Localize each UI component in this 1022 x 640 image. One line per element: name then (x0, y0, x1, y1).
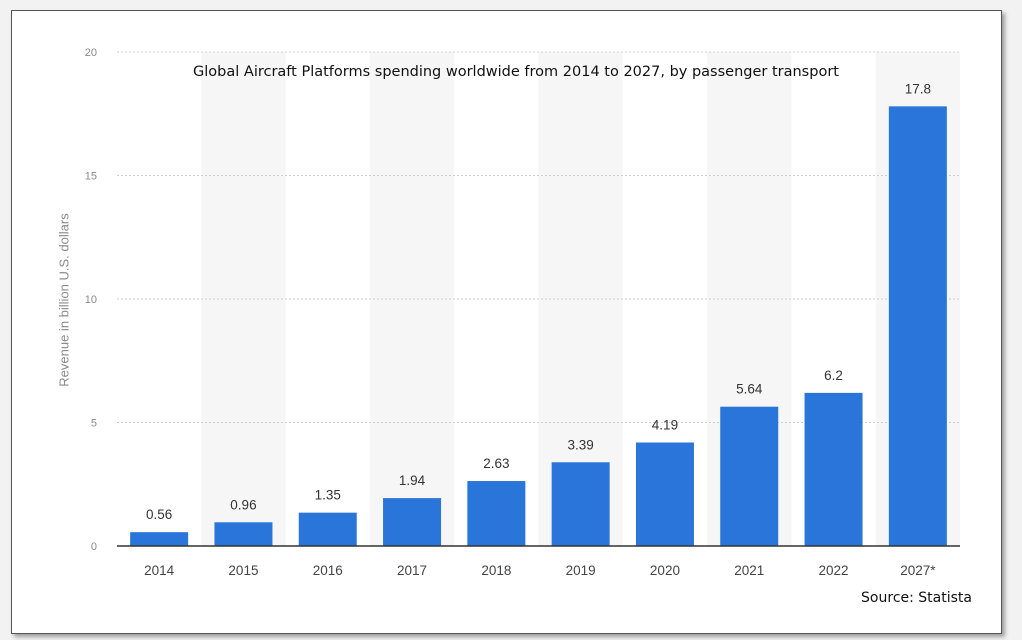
data-label: 6.2 (824, 368, 843, 383)
background-band (201, 52, 286, 546)
x-tick-label: 2014 (144, 563, 175, 578)
source-note: Source: Statista (861, 590, 972, 606)
data-label: 1.35 (315, 488, 341, 503)
data-label: 3.39 (568, 437, 594, 452)
bar (214, 522, 273, 546)
chart-title: Global Aircraft Platforms spending world… (193, 64, 839, 80)
data-label: 4.19 (652, 418, 678, 433)
x-tick-label: 2019 (566, 563, 596, 578)
x-tick-label: 2022 (819, 563, 849, 578)
y-tick-label: 0 (91, 541, 97, 553)
y-tick-label: 15 (85, 171, 97, 183)
bar (298, 512, 357, 546)
bar (888, 106, 947, 546)
x-tick-label: 2021 (734, 563, 764, 578)
data-label: 2.63 (483, 456, 509, 471)
bar (804, 392, 863, 546)
y-tick-label: 10 (85, 294, 97, 306)
bar (551, 462, 610, 546)
y-axis-label: Revenue in billion U.S. dollars (56, 213, 72, 387)
x-tick-label: 2018 (481, 563, 511, 578)
bar (720, 406, 779, 546)
data-label: 5.64 (736, 382, 763, 397)
data-label: 0.96 (230, 497, 256, 512)
bar (130, 532, 189, 546)
data-label: 1.94 (399, 473, 426, 488)
y-tick-label: 20 (85, 47, 97, 59)
bar (383, 498, 442, 546)
background-band (369, 52, 455, 546)
bar (467, 481, 526, 546)
bar (635, 442, 694, 546)
data-label: 17.8 (905, 81, 931, 96)
y-tick-label: 5 (91, 418, 97, 430)
x-tick-label: 2017 (397, 563, 427, 578)
x-tick-label: 2016 (313, 563, 343, 578)
data-label: 0.56 (146, 507, 172, 522)
x-tick-label: 2027* (900, 563, 936, 578)
x-tick-label: 2020 (650, 563, 680, 578)
x-tick-label: 2015 (228, 563, 258, 578)
